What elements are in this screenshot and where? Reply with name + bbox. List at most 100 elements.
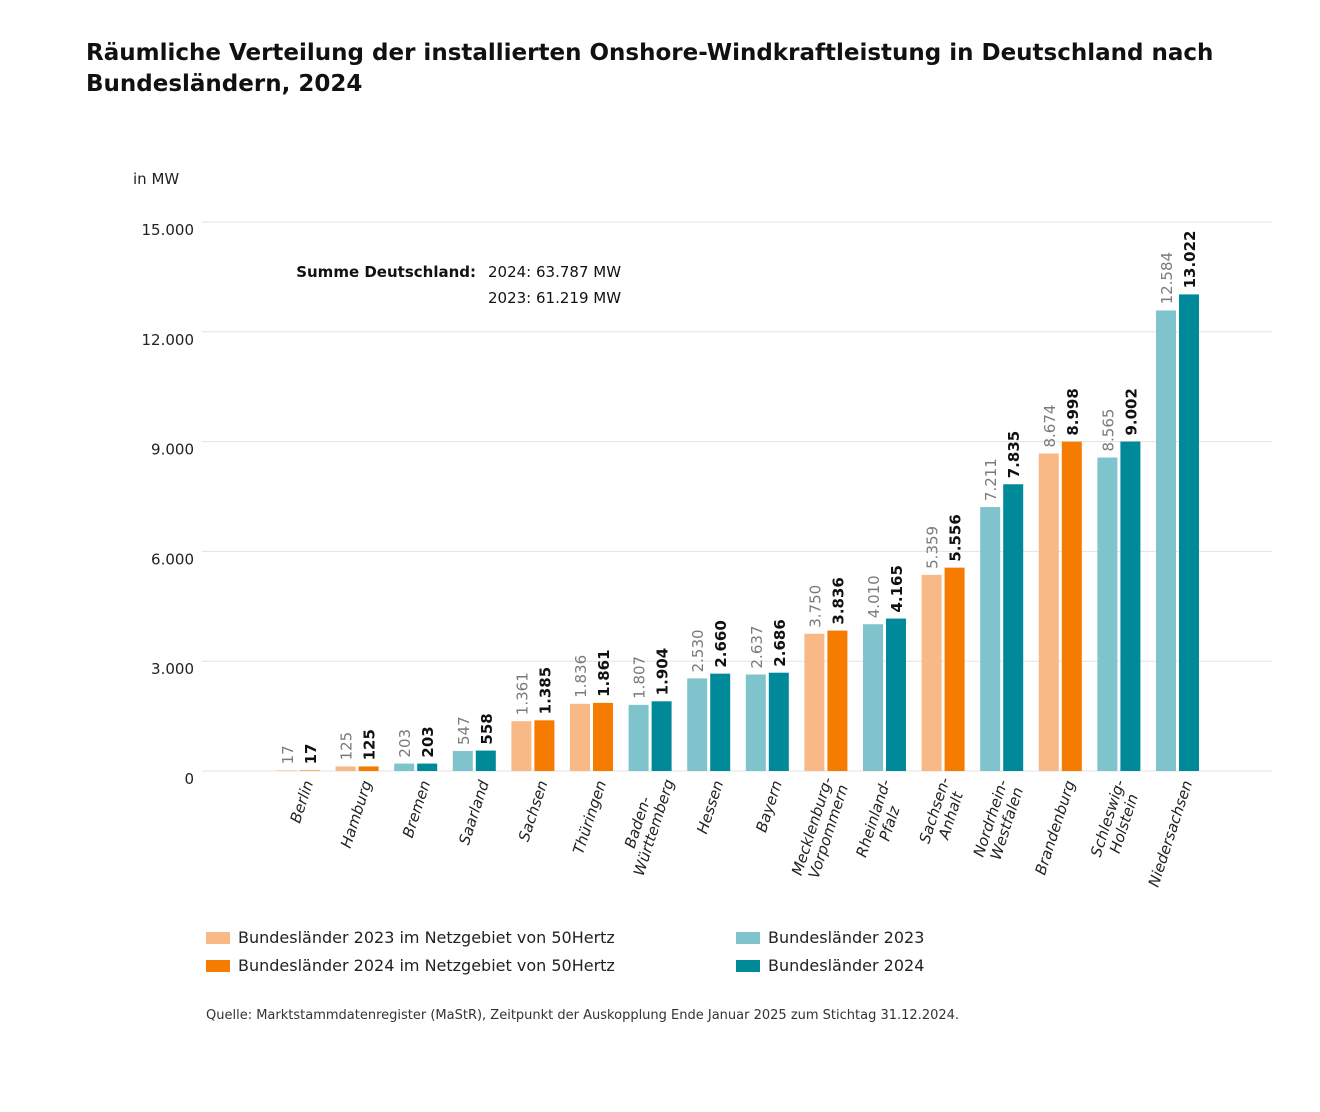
bar-2023 bbox=[335, 766, 356, 771]
value-label-2024: 203 bbox=[419, 726, 437, 757]
x-tick-label: Baden-Württemberg bbox=[614, 772, 678, 878]
legend-swatch-bl2024 bbox=[736, 959, 760, 972]
x-tick-label: Bayern bbox=[752, 778, 786, 834]
bar-2024 bbox=[886, 618, 906, 771]
legend-label-bl2023: Bundesländer 2023 bbox=[768, 928, 925, 947]
bar-2023 bbox=[687, 678, 708, 771]
bars bbox=[277, 294, 1199, 771]
value-label-2023: 1.807 bbox=[631, 656, 649, 699]
y-tick-label: 0 bbox=[184, 770, 194, 788]
bar-2023 bbox=[277, 770, 297, 771]
legend-item-fh2024: Bundesländer 2024 im Netzgebiet von 50He… bbox=[206, 956, 615, 975]
bar-2023 bbox=[628, 704, 649, 771]
value-label-2023: 2.530 bbox=[689, 629, 707, 672]
y-axis-ticks: 0 3.000 6.000 9.000 12.000 15.000 bbox=[142, 221, 195, 788]
x-tick-label-line: Niedersachsen bbox=[1145, 778, 1196, 889]
y-tick-label: 3.000 bbox=[151, 660, 194, 678]
summary-2023: 2023: 61.219 MW bbox=[488, 289, 621, 307]
x-tick-label: Schleswig-Holstein bbox=[1087, 778, 1145, 865]
x-tick-label: Thüringen bbox=[569, 778, 610, 856]
bar-2024 bbox=[534, 720, 555, 771]
value-label-2023: 7.211 bbox=[982, 458, 1000, 501]
value-label-2024: 3.836 bbox=[829, 577, 847, 624]
x-tick-label: Bremen bbox=[399, 778, 434, 840]
x-tick-label-group: Sachsen bbox=[515, 778, 552, 844]
value-label-2024: 9.002 bbox=[1122, 388, 1140, 435]
x-tick-label-group: Berlin bbox=[286, 778, 317, 825]
x-tick-label-group: Saarland bbox=[455, 778, 493, 847]
x-tick-label: Sachsen-Anhalt bbox=[915, 775, 969, 851]
source-note: Quelle: Marktstammdatenregister (MaStR),… bbox=[206, 1008, 960, 1023]
x-tick-label: Hessen bbox=[693, 778, 727, 836]
legend-label-fh2024: Bundesländer 2024 im Netzgebiet von 50He… bbox=[238, 956, 615, 975]
bar-2023 bbox=[804, 633, 825, 771]
bar-2023 bbox=[511, 721, 532, 771]
x-tick-label-line: Hamburg bbox=[337, 778, 376, 850]
value-label-2024: 7.835 bbox=[1005, 431, 1023, 478]
value-label-2024: 8.998 bbox=[1064, 388, 1082, 435]
bar-2024 bbox=[1061, 441, 1082, 771]
x-tick-label-group: Baden-Württemberg bbox=[614, 772, 678, 878]
bar-2024 bbox=[475, 750, 496, 771]
x-tick-label: Sachsen bbox=[515, 778, 552, 844]
legend-swatch-fh2024 bbox=[206, 959, 230, 972]
x-tick-label-line: Hessen bbox=[693, 778, 727, 836]
value-label-2024: 4.165 bbox=[888, 565, 906, 612]
legend-swatch-fh2023 bbox=[206, 931, 230, 944]
bar-2024 bbox=[417, 763, 438, 771]
bar-2023 bbox=[921, 574, 942, 771]
bar-2024 bbox=[300, 770, 320, 771]
value-label-2024: 13.022 bbox=[1181, 231, 1199, 289]
bar-2024 bbox=[1120, 441, 1141, 771]
bar-2023 bbox=[863, 624, 883, 771]
value-label-2023: 8.565 bbox=[1099, 409, 1117, 452]
x-tick-label-line: Bayern bbox=[752, 778, 786, 834]
bar-2024 bbox=[710, 673, 731, 771]
bar-2023 bbox=[452, 750, 473, 771]
x-tick-label-group: Bremen bbox=[399, 778, 434, 840]
y-tick-label: 12.000 bbox=[142, 331, 195, 349]
value-label-2023: 4.010 bbox=[865, 575, 883, 618]
x-tick-label-group: Rheinland-Pfalz bbox=[852, 777, 904, 859]
x-tick-label: Brandenburg bbox=[1031, 778, 1078, 877]
value-label-2024: 558 bbox=[478, 713, 496, 744]
x-tick-label-line: Brandenburg bbox=[1031, 778, 1078, 877]
x-tick-label-group: Bayern bbox=[752, 778, 786, 834]
x-tick-label: Mecklenburg-Vorpommern bbox=[788, 775, 853, 883]
bar-2023 bbox=[1156, 310, 1176, 771]
bar-2024 bbox=[358, 766, 379, 771]
bar-2023 bbox=[1038, 453, 1059, 771]
x-tick-label-group: Mecklenburg-Vorpommern bbox=[788, 775, 853, 883]
value-label-2023: 547 bbox=[455, 716, 473, 745]
value-label-2023: 17 bbox=[279, 745, 297, 764]
y-tick-label: 15.000 bbox=[142, 221, 195, 239]
legend-label-fh2023: Bundesländer 2023 im Netzgebiet von 50He… bbox=[238, 928, 615, 947]
x-tick-label-group: Schleswig-Holstein bbox=[1087, 778, 1145, 865]
x-tick-label: Saarland bbox=[455, 778, 493, 847]
x-tick-label-line: Thüringen bbox=[569, 778, 610, 856]
legend-label-bl2024: Bundesländer 2024 bbox=[768, 956, 925, 975]
value-label-2023: 12.584 bbox=[1158, 252, 1176, 305]
bar-2023 bbox=[570, 703, 590, 771]
legend-item-bl2023: Bundesländer 2023 bbox=[736, 928, 924, 947]
x-tick-label-group: Hessen bbox=[693, 778, 727, 836]
bar-chart: 0 3.000 6.000 9.000 12.000 15.000 in MW Summe… bbox=[133, 170, 1272, 889]
x-tick-label-line: Saarland bbox=[455, 778, 493, 847]
x-tick-label: Berlin bbox=[286, 778, 317, 825]
grid-layer bbox=[202, 221, 1272, 772]
bar-2024 bbox=[944, 567, 965, 771]
value-label-2024: 1.861 bbox=[595, 649, 613, 696]
bar-2023 bbox=[394, 763, 415, 771]
bar-2023 bbox=[980, 507, 1001, 771]
legend-item-bl2024: Bundesländer 2024 bbox=[736, 956, 924, 975]
x-tick-label: Nordrhein-Westfalen bbox=[970, 777, 1028, 864]
value-label-2023: 125 bbox=[338, 732, 356, 761]
chart-title: Räumliche Verteilung der installierten O… bbox=[86, 40, 1214, 97]
bar-2024 bbox=[768, 672, 789, 771]
summary-box: Summe Deutschland: 2024: 63.787 MW 2023:… bbox=[296, 263, 621, 307]
value-label-2024: 5.556 bbox=[947, 514, 965, 561]
value-label-2024: 1.385 bbox=[536, 667, 554, 714]
x-tick-label-group: Thüringen bbox=[569, 778, 610, 856]
x-tick-label-group: Hamburg bbox=[337, 778, 376, 850]
value-label-2023: 203 bbox=[396, 729, 414, 758]
